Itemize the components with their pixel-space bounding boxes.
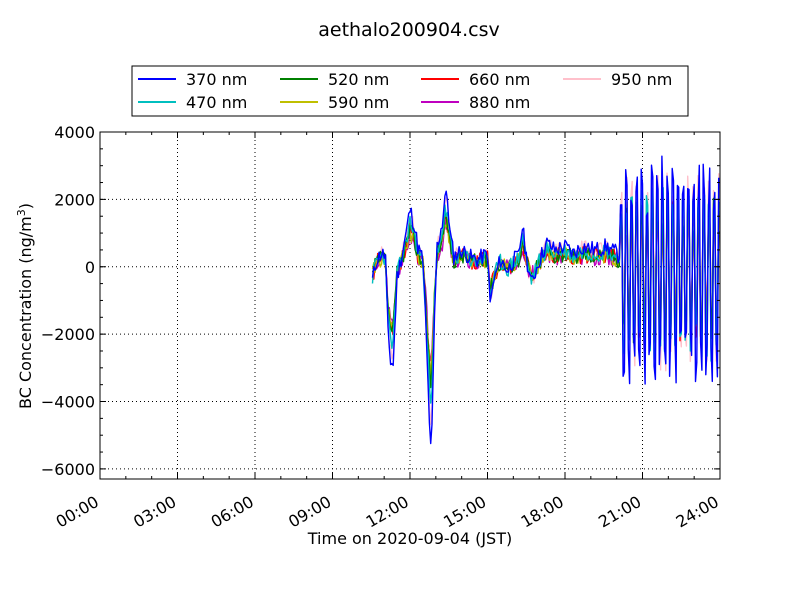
grid-lines [100,132,720,479]
y-tick-label: 0 [85,258,95,277]
x-tick-label: 12:00 [363,492,412,532]
y-tick-label: −6000 [41,460,95,479]
y-tick-label: −2000 [41,325,95,344]
x-tick-label: 09:00 [285,492,334,532]
x-tick-label: 15:00 [440,492,489,532]
series-lines [371,155,720,445]
legend-label: 880 nm [469,93,530,112]
y-axis-ticks: 4000 2000 0 −2000 −4000 −6000 [41,123,720,479]
series-line-370-nm [371,155,720,445]
legend-label: 470 nm [186,93,247,112]
legend-label: 590 nm [328,93,389,112]
x-tick-label: 24:00 [673,492,722,532]
x-tick-label: 18:00 [518,492,567,532]
y-axis-label-tail: ) [16,203,35,209]
legend-label: 370 nm [186,70,247,89]
x-axis-label: Time on 2020-09-04 (JST) [307,529,512,548]
chart-title: aethalo200904.csv [318,19,500,41]
legend-label: 950 nm [611,70,672,89]
x-tick-label: 00:00 [53,492,102,532]
y-tick-label: 4000 [54,123,95,142]
legend: 370 nm 470 nm 520 nm 590 nm 660 nm 880 nm 950 … [131,65,689,117]
y-axis-label-superscript: 3 [15,209,28,216]
y-axis-label-main: BC Concentration (ng/m [16,216,35,409]
x-tick-label: 21:00 [595,492,644,532]
y-tick-label: 2000 [54,190,95,209]
y-tick-label: −4000 [41,393,95,412]
legend-box [131,65,689,117]
x-tick-label: 03:00 [130,492,179,532]
y-axis-label: BC Concentration (ng/m3) [15,203,35,409]
x-tick-label: 06:00 [208,492,257,532]
legend-label: 520 nm [328,70,389,89]
legend-label: 660 nm [469,70,530,89]
